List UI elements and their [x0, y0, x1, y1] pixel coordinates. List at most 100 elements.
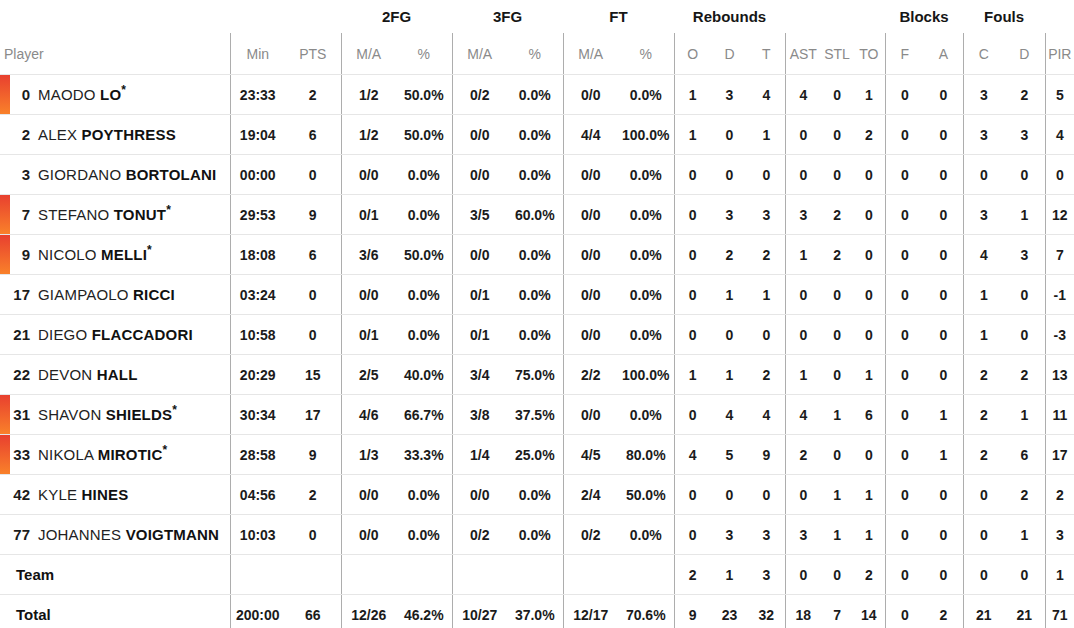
col-header-foul-d: D	[1004, 33, 1045, 75]
col-header-reb-o: O	[674, 33, 711, 75]
to-cell: 2	[853, 115, 885, 155]
foul-d-cell: 0	[1004, 155, 1045, 195]
jersey-number: 2	[0, 126, 30, 143]
foul-d-cell: 1	[1004, 195, 1045, 235]
ft-ma-cell: 0/0	[563, 395, 618, 435]
fg2-ma-cell: 0/0	[341, 515, 396, 555]
summary-row-label: Team	[0, 566, 54, 583]
table-row[interactable]: 22DEVON HALL20:29152/540.0%3/475.0%2/210…	[0, 355, 1074, 395]
table-row[interactable]: 17GIAMPAOLO RICCI03:2400/00.0%0/10.0%0/0…	[0, 275, 1074, 315]
reb-d-cell: 3	[711, 195, 748, 235]
player-name[interactable]: MAODO LO*	[38, 86, 126, 103]
player-name[interactable]: JOHANNES VOIGTMANN	[38, 526, 219, 543]
table-row[interactable]: 7STEFANO TONUT*29:5390/10.0%3/560.0%0/00…	[0, 195, 1074, 235]
player-name[interactable]: NICOLO MELLI*	[38, 246, 152, 263]
player-name[interactable]: STEFANO TONUT*	[38, 206, 171, 223]
foul-d-cell: 0	[1004, 555, 1045, 595]
player-name[interactable]: ALEX POYTHRESS	[38, 126, 176, 143]
col-header-to: TO	[853, 33, 885, 75]
player-last-name: VOIGTMANN	[126, 526, 219, 543]
group-spacer-left	[0, 0, 341, 33]
fg2-pct-cell: 0.0%	[396, 515, 452, 555]
player-name[interactable]: SHAVON SHIELDS*	[38, 406, 177, 423]
table-row[interactable]: 77JOHANNES VOIGTMANN10:0300/00.0%0/20.0%…	[0, 515, 1074, 555]
player-cell: 22 DEVON HALL	[0, 355, 230, 395]
pir-cell: 71	[1045, 595, 1074, 628]
col-header-blk-a: A	[924, 33, 963, 75]
blk-a-cell: 0	[924, 155, 963, 195]
fg2-pct-cell: 50.0%	[396, 115, 452, 155]
pir-cell: 12	[1045, 195, 1074, 235]
ast-cell: 1	[785, 355, 821, 395]
player-name[interactable]: GIAMPAOLO RICCI	[38, 286, 175, 303]
fg2-ma-cell: 0/0	[341, 155, 396, 195]
ft-ma-cell: 0/2	[563, 515, 618, 555]
table-row[interactable]: 42KYLE HINES04:5620/00.0%0/00.0%2/450.0%…	[0, 475, 1074, 515]
player-first-name: JOHANNES	[38, 526, 126, 543]
fg2-ma-cell: 0/0	[341, 275, 396, 315]
player-name[interactable]: NIKOLA MIROTIC*	[38, 446, 167, 463]
reb-d-cell: 1	[711, 555, 748, 595]
player-first-name: NIKOLA	[38, 446, 98, 463]
to-cell: 0	[853, 155, 885, 195]
col-header-foul-c: C	[963, 33, 1004, 75]
table-row[interactable]: 31SHAVON SHIELDS*30:34174/666.7%3/837.5%…	[0, 395, 1074, 435]
reb-o-cell: 1	[674, 75, 711, 115]
fg2-ma-cell: 0/1	[341, 195, 396, 235]
blk-a-cell: 0	[924, 475, 963, 515]
reb-t-cell: 2	[748, 235, 785, 275]
reb-o-cell: 9	[674, 595, 711, 628]
blk-f-cell: 0	[885, 555, 924, 595]
blk-f-cell: 0	[885, 115, 924, 155]
player-cell: 31SHAVON SHIELDS*	[0, 395, 230, 435]
table-body: 0MAODO LO*23:3321/250.0%0/20.0%0/00.0%13…	[0, 75, 1074, 628]
pts-cell: 6	[285, 115, 341, 155]
blk-a-cell: 0	[924, 235, 963, 275]
table-row[interactable]: 0MAODO LO*23:3321/250.0%0/20.0%0/00.0%13…	[0, 75, 1074, 115]
player-first-name: KYLE	[38, 486, 82, 503]
fg2-ma-cell: 12/26	[341, 595, 396, 628]
summary-row-total: Total200:006612/2646.2%10/2737.0%12/1770…	[0, 595, 1074, 628]
reb-o-cell: 0	[674, 275, 711, 315]
ft-pct-cell	[618, 555, 674, 595]
player-name[interactable]: GIORDANO BORTOLANI	[38, 166, 216, 183]
group-ft: FT	[563, 0, 674, 33]
blk-a-cell: 0	[924, 355, 963, 395]
table-row[interactable]: 2ALEX POYTHRESS19:0461/250.0%0/00.0%4/41…	[0, 115, 1074, 155]
pir-cell: 2	[1045, 475, 1074, 515]
blk-a-cell: 0	[924, 195, 963, 235]
pts-cell: 9	[285, 435, 341, 475]
player-cell: 33NIKOLA MIROTIC*	[0, 435, 230, 475]
jersey-number: 17	[0, 286, 30, 303]
player-last-name: TONUT	[114, 206, 166, 223]
min-cell: 10:58	[230, 315, 285, 355]
player-cell: 17 GIAMPAOLO RICCI	[0, 275, 230, 315]
ft-pct-cell: 100.0%	[618, 115, 674, 155]
table-row[interactable]: 33NIKOLA MIROTIC*28:5891/333.3%1/425.0%4…	[0, 435, 1074, 475]
blk-f-cell: 0	[885, 475, 924, 515]
boxscore-table: 2FG3FGFTReboundsBlocksFouls PlayerMinPTS…	[0, 0, 1074, 628]
blk-f-cell: 0	[885, 235, 924, 275]
to-cell: 0	[853, 315, 885, 355]
ft-ma-cell: 12/17	[563, 595, 618, 628]
player-name[interactable]: DEVON HALL	[38, 366, 138, 383]
to-cell: 1	[853, 515, 885, 555]
table-row[interactable]: 3GIORDANO BORTOLANI00:0000/00.0%0/00.0%0…	[0, 155, 1074, 195]
player-last-name: HINES	[82, 486, 129, 503]
min-cell: 200:00	[230, 595, 285, 628]
reb-d-cell: 2	[711, 235, 748, 275]
blk-a-cell: 0	[924, 515, 963, 555]
foul-d-cell: 6	[1004, 435, 1045, 475]
fg3-pct-cell: 25.0%	[507, 435, 563, 475]
player-name[interactable]: DIEGO FLACCADORI	[38, 326, 193, 343]
pir-cell: -3	[1045, 315, 1074, 355]
ast-cell: 0	[785, 315, 821, 355]
foul-c-cell: 2	[963, 395, 1004, 435]
table-row[interactable]: 21DIEGO FLACCADORI10:5800/10.0%0/10.0%0/…	[0, 315, 1074, 355]
stl-cell: 0	[821, 155, 853, 195]
blk-f-cell: 0	[885, 435, 924, 475]
player-name[interactable]: KYLE HINES	[38, 486, 128, 503]
table-row[interactable]: 9NICOLO MELLI*18:0863/650.0%0/00.0%0/00.…	[0, 235, 1074, 275]
reb-d-cell: 3	[711, 75, 748, 115]
jersey-number: 22	[0, 366, 30, 383]
